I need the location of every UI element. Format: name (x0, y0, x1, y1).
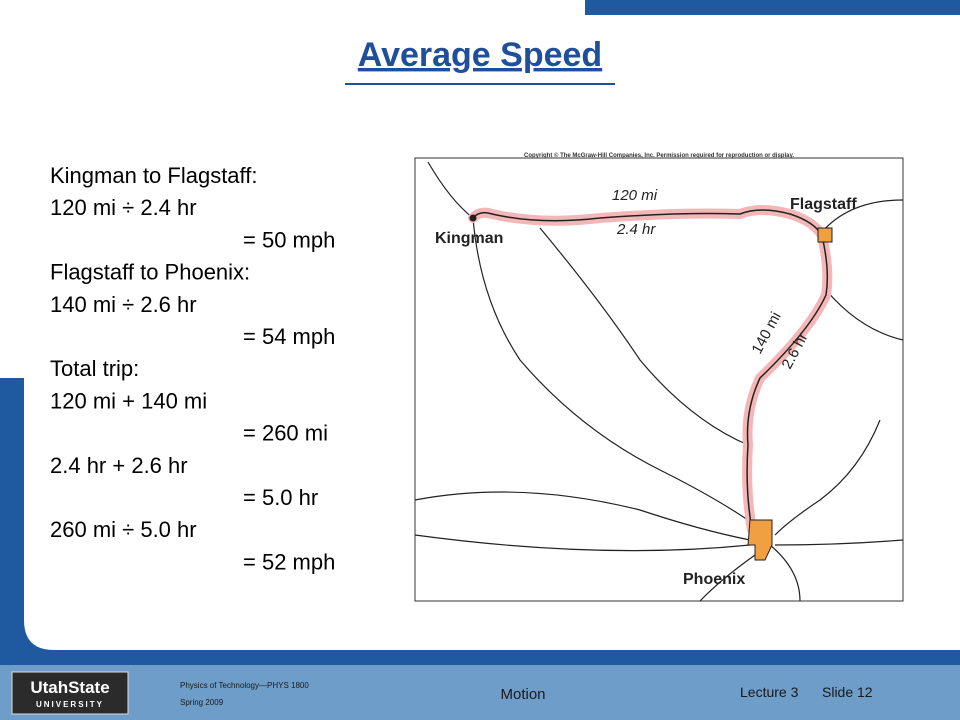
leg-distance: 120 mi (612, 187, 658, 204)
text-block: Kingman to Flagstaff: 120 mi ÷ 2.4 hr = 50… (50, 163, 335, 574)
phoenix-icon (747, 519, 773, 561)
slide-title: Average Speed (358, 36, 602, 74)
city-label: Phoenix (683, 571, 745, 588)
course: Physics of Technology—PHYS 1800 (180, 681, 309, 690)
logo-text: UtahState (30, 678, 109, 697)
top-bar (585, 0, 960, 15)
flagstaff-icon (817, 227, 833, 243)
text-line: = 50 mph (243, 227, 335, 252)
logo-sub: UNIVERSITY (36, 700, 104, 709)
logo (11, 671, 129, 715)
footer-bar (0, 665, 960, 720)
copyright: Copyright © The McGraw-Hill Companies, I… (524, 152, 794, 159)
term: Spring 2009 (180, 698, 224, 707)
map: Copyright © The McGraw-Hill Companies, I… (414, 152, 904, 602)
text-line: Total trip: (50, 356, 139, 381)
text-line: 260 mi ÷ 5.0 hr (50, 517, 197, 542)
leg-time: 2.4 hr (616, 221, 656, 238)
text-line: 120 mi ÷ 2.4 hr (50, 195, 197, 220)
kingman-dot (469, 214, 477, 222)
slide-number: Slide 12 (822, 684, 873, 700)
text-line: 140 mi ÷ 2.6 hr (50, 292, 197, 317)
text-line: 120 mi + 140 mi (50, 388, 207, 413)
text-line: = 54 mph (243, 324, 335, 349)
topic: Motion (500, 686, 545, 703)
city-label: Kingman (435, 230, 503, 247)
text-line: = 52 mph (243, 549, 335, 574)
text-line: = 5.0 hr (243, 485, 318, 510)
city-label: Flagstaff (790, 196, 857, 213)
text-line: = 260 mi (243, 421, 328, 446)
lecture: Lecture 3 (740, 684, 799, 700)
route (472, 209, 829, 531)
text-line: Flagstaff to Phoenix: (50, 260, 250, 285)
text-line: Kingman to Flagstaff: (50, 163, 258, 188)
roads (414, 161, 904, 602)
text-line: 2.4 hr + 2.6 hr (50, 453, 188, 478)
